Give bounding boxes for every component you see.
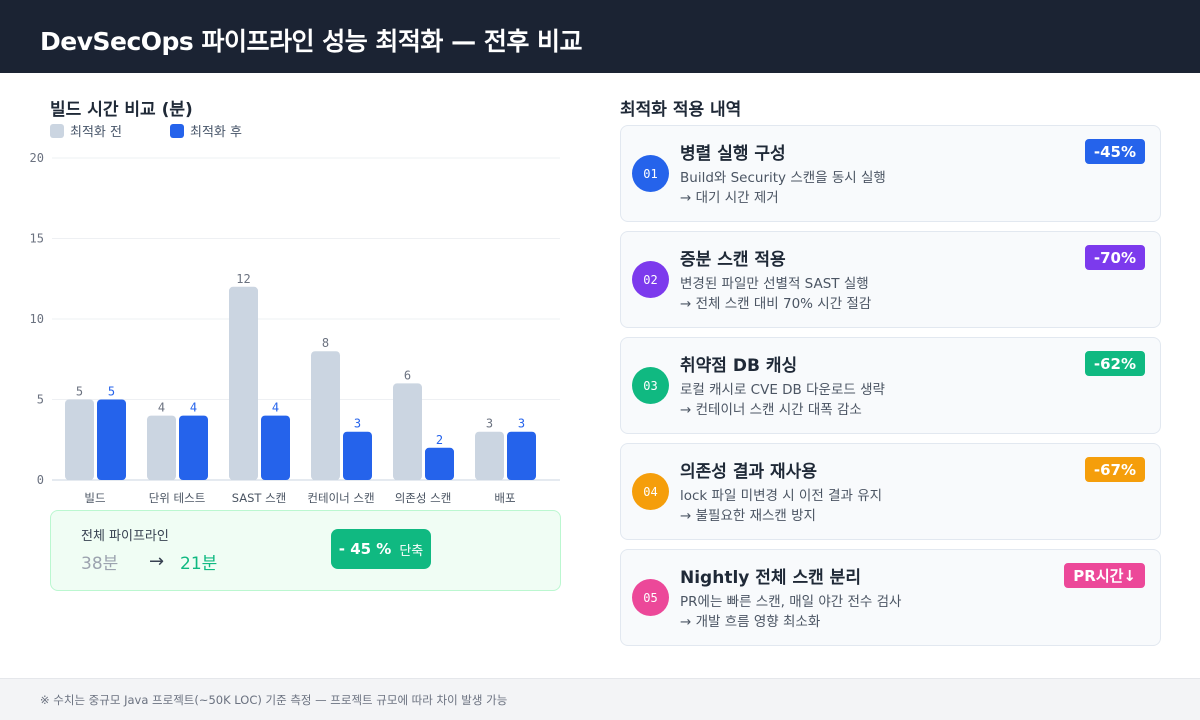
step-number-badge: 03	[632, 367, 669, 404]
step-number-badge: 02	[632, 261, 669, 298]
value-label-after: 2	[436, 433, 443, 447]
arrow-icon: →	[149, 551, 165, 572]
bar-chart: 0 5 10 15 20 5 5 빌드 4 4 단위 테스트 12 4 SAST 스캔 8 3 컨테이너 스캔 6…	[30, 151, 560, 505]
bar-after	[425, 447, 454, 480]
bar-before	[393, 383, 422, 480]
bar-after	[261, 415, 290, 480]
value-label-after: 4	[272, 401, 279, 415]
value-label-after: 4	[190, 401, 197, 415]
y-tick-label: 15	[30, 232, 44, 246]
card-description: 변경된 파일만 선별적 SAST 실행	[680, 276, 869, 292]
improvement-badge: -45%	[1084, 139, 1145, 164]
value-label-after: 3	[354, 417, 361, 431]
card-title: 취약점 DB 캐싱	[680, 356, 798, 376]
card-description: Build와 Security 스캔을 동시 실행	[680, 170, 886, 186]
improvement-badge: -67%	[1084, 457, 1145, 482]
reduction-badge: - 45 % 단축	[331, 529, 431, 569]
x-tick-label: SAST 스캔	[232, 491, 287, 505]
list-title: 최적화 적용 내역	[620, 100, 742, 120]
card-description: 로컬 캐시로 CVE DB 다운로드 생략	[680, 382, 885, 398]
bar-before	[65, 399, 94, 480]
optimization-card: 02 증분 스캔 적용 변경된 파일만 선별적 SAST 실행 → 전체 스캔 …	[620, 231, 1161, 328]
summary-after: 21분	[180, 554, 218, 574]
x-tick-label: 의존성 스캔	[395, 491, 452, 505]
optimization-card: 05 Nightly 전체 스캔 분리 PR에는 빠른 스캔, 매일 야간 전수…	[620, 549, 1161, 646]
value-label-before: 8	[322, 336, 329, 350]
header-bar: DevSecOps 파이프라인 성능 최적화 — 전후 비교	[0, 0, 1200, 73]
optimization-card: 01 병렬 실행 구성 Build와 Security 스캔을 동시 실행 → …	[620, 125, 1161, 222]
y-tick-label: 5	[37, 393, 44, 407]
bar-before	[147, 415, 176, 480]
value-label-before: 6	[404, 368, 411, 382]
bar-before	[311, 351, 340, 480]
card-description: lock 파일 미변경 시 이전 결과 유지	[680, 488, 883, 504]
improvement-badge: -62%	[1084, 351, 1145, 376]
card-description: PR에는 빠른 스캔, 매일 야간 전수 검사	[680, 594, 902, 610]
card-title: Nightly 전체 스캔 분리	[680, 568, 861, 588]
y-tick-label: 20	[30, 151, 44, 165]
bar-before	[229, 286, 258, 480]
y-tick-label: 10	[30, 312, 44, 326]
value-label-before: 5	[76, 385, 83, 399]
x-tick-label: 컨테이너 스캔	[307, 491, 374, 505]
legend-swatch-before	[50, 123, 64, 138]
page-title: DevSecOps 파이프라인 성능 최적화 — 전후 비교	[40, 27, 583, 56]
optimization-card: 03 취약점 DB 캐싱 로컬 캐시로 CVE DB 다운로드 생략 → 컨테이…	[620, 337, 1161, 434]
bar-before	[475, 431, 504, 480]
summary-panel: 전체 파이프라인 38분 → 21분 - 45 % 단축	[50, 510, 561, 591]
bar-after	[97, 399, 126, 480]
card-effect: → 컨테이너 스캔 시간 대폭 감소	[680, 402, 862, 418]
legend-before: 최적화 전	[50, 121, 122, 140]
optimization-card: 04 의존성 결과 재사용 lock 파일 미변경 시 이전 결과 유지 → 불…	[620, 443, 1161, 540]
y-tick-label: 0	[37, 473, 44, 487]
summary-label: 전체 파이프라인	[81, 529, 169, 544]
step-number-badge: 01	[632, 155, 669, 192]
legend-label-after: 최적화 후	[190, 125, 242, 140]
card-effect: → 대기 시간 제거	[680, 190, 779, 206]
bar-after	[343, 431, 372, 480]
value-label-before: 12	[236, 272, 250, 286]
card-title: 병렬 실행 구성	[680, 144, 786, 164]
summary-before: 38분	[81, 554, 119, 574]
card-effect: → 불필요한 재스캔 방지	[680, 508, 816, 524]
bar-after	[507, 431, 536, 480]
footer: ※ 수치는 중규모 Java 프로젝트(~50K LOC) 기준 측정 — 프로…	[0, 678, 1200, 720]
reduction-percent: - 45 %	[338, 540, 392, 558]
card-title: 증분 스캔 적용	[680, 250, 786, 270]
step-number-badge: 05	[632, 579, 669, 616]
reduction-text: 단축	[399, 543, 424, 559]
improvement-badge: PR시간↓	[1064, 563, 1145, 588]
card-title: 의존성 결과 재사용	[680, 462, 817, 482]
step-number-badge: 04	[632, 473, 669, 510]
legend-after: 최적화 후	[170, 121, 242, 140]
chart-title: 빌드 시간 비교 (분)	[50, 100, 193, 120]
improvement-badge: -70%	[1084, 245, 1145, 270]
bar-after	[179, 415, 208, 480]
card-effect: → 전체 스캔 대비 70% 시간 절감	[680, 296, 872, 312]
x-tick-label: 배포	[494, 491, 515, 505]
x-tick-label: 단위 테스트	[149, 491, 206, 505]
legend-swatch-after	[170, 123, 184, 138]
card-effect: → 개발 흐름 영향 최소화	[680, 614, 821, 630]
value-label-after: 3	[518, 417, 525, 431]
value-label-before: 4	[158, 401, 165, 415]
value-label-before: 3	[486, 417, 493, 431]
footer-note: ※ 수치는 중규모 Java 프로젝트(~50K LOC) 기준 측정 — 프로…	[40, 693, 508, 707]
legend-label-before: 최적화 전	[70, 125, 122, 140]
value-label-after: 5	[108, 385, 115, 399]
x-tick-label: 빌드	[84, 491, 105, 505]
